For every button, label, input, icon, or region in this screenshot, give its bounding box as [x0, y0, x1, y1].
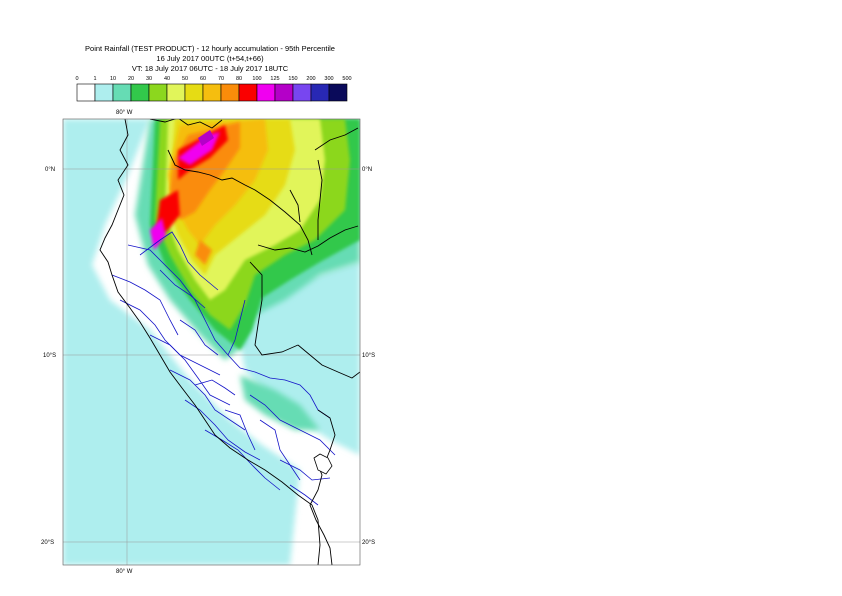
lat-label-20s-right: 20°S: [362, 540, 375, 546]
legend-tick-label: 70: [218, 76, 224, 82]
lat-label-0-left: 0°N: [45, 167, 55, 173]
rainfall-legend: 0 1 10 20 30 40 50 60 70 80 100 125 150 200 300 500: [75, 76, 352, 102]
legend-tick-label: 150: [288, 76, 297, 82]
map-title: Point Rainfall (TEST PRODUCT) - 12 hourl…: [85, 44, 335, 53]
lon-label-bottom: 80° W: [116, 569, 133, 575]
legend-tick-label: 40: [164, 76, 170, 82]
legend-tick-label: 50: [182, 76, 188, 82]
rainfall-field: [63, 119, 360, 565]
lat-label-0-right: 0°N: [362, 167, 372, 173]
legend-tick-label: 125: [270, 76, 279, 82]
coastline-borders: [99, 119, 360, 565]
lon-label-top: 80° W: [116, 110, 133, 116]
map-frame: [62, 118, 361, 566]
legend-tick-label: 80: [236, 76, 242, 82]
lat-label-10s-right: 10°S: [362, 353, 375, 359]
legend-tick-label: 200: [306, 76, 315, 82]
legend-tick-label: 10: [110, 76, 116, 82]
legend-swatch: [328, 83, 348, 102]
map-subtitle-valid-time: VT: 18 July 2017 06UTC - 18 July 2017 18…: [131, 64, 289, 73]
legend-tick-label: 20: [128, 76, 134, 82]
legend-tick-label: 100: [252, 76, 261, 82]
legend-tick-label: 500: [342, 76, 351, 82]
legend-tick-label: 30: [146, 76, 152, 82]
lat-label-20s-left: 20°S: [41, 540, 54, 546]
map-subtitle-run: 16 July 2017 00UTC (t+54,t+66): [156, 54, 264, 63]
legend-tick-label: 60: [200, 76, 206, 82]
legend-tick-label: 1: [93, 76, 96, 82]
lake-titicaca: [313, 453, 333, 475]
lat-label-10s-left: 10°S: [43, 353, 56, 359]
legend-tick-label: 300: [324, 76, 333, 82]
legend-tick-label: 0: [75, 76, 78, 82]
